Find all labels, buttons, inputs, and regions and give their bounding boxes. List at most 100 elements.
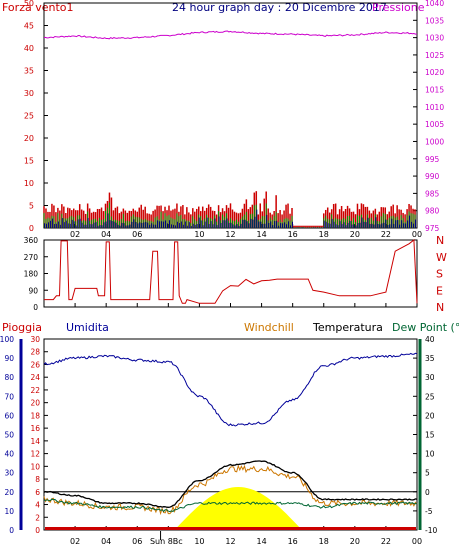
x-tick-label-bottom: 16 <box>288 537 298 546</box>
pressure-tick-label: 1025 <box>425 51 444 60</box>
wind-tick-label: 5 <box>29 202 34 211</box>
humidity-tick-label: 50 <box>4 431 14 440</box>
temp-tick-label: 30 <box>425 373 435 382</box>
compass-letter: N <box>436 234 444 247</box>
rain-tick-label: 24 <box>30 373 40 382</box>
x-tick-label-bottom: 12 <box>225 537 235 546</box>
rain-tick-label: 26 <box>30 360 40 369</box>
x-tick-label-bottom: 06 <box>132 537 142 546</box>
humidity-tick-label: 20 <box>4 488 14 497</box>
sun-label: Sun 8Bc <box>150 537 183 546</box>
rain-tick-label: 18 <box>30 411 40 420</box>
x-tick-label-top: 20 <box>350 230 360 239</box>
pressure-axis-title: Pressione <box>372 1 425 14</box>
wind-tick-label: 45 <box>24 22 34 31</box>
legend-windchill: Windchill <box>244 321 294 334</box>
legend-temperature: Temperatura <box>312 321 383 334</box>
pressure-tick-label: 985 <box>425 189 440 198</box>
compass-letter: N <box>436 301 444 314</box>
x-tick-label-top: 06 <box>132 230 142 239</box>
pressure-tick-label: 990 <box>425 172 440 181</box>
direction-tick-label: 0 <box>33 303 38 312</box>
pressure-tick-label: 980 <box>425 207 440 216</box>
temp-tick-label: 15 <box>425 431 435 440</box>
wind-tick-label: 0 <box>29 224 34 233</box>
wind-tick-label: 50 <box>24 0 34 8</box>
temp-tick-label: -10 <box>425 526 437 535</box>
pressure-tick-label: 975 <box>425 224 440 233</box>
pressure-tick-label: 1035 <box>425 16 444 25</box>
wind-tick-label: 10 <box>24 179 34 188</box>
x-tick-label-bottom: 22 <box>381 537 391 546</box>
x-tick-label-bottom: 20 <box>350 537 360 546</box>
humidity-tick-label: 60 <box>4 411 14 420</box>
humidity-tick-label: 80 <box>4 373 14 382</box>
x-tick-label-top: 18 <box>319 230 329 239</box>
rain-tick-label: 4 <box>35 501 40 510</box>
x-tick-label-top: 00 <box>412 230 422 239</box>
temp-tick-label: -5 <box>425 507 433 516</box>
panel-frame-top <box>43 2 418 229</box>
humidity-tick-label: 90 <box>4 354 14 363</box>
legend-dewpoint: Dew Point (°C <box>392 321 459 334</box>
legend-humidity: Umidita <box>66 321 109 334</box>
x-tick-label-top: 04 <box>101 230 111 239</box>
x-tick-label-top: 14 <box>256 230 266 239</box>
temp-tick-label: 25 <box>425 392 435 401</box>
rain-tick-label: 30 <box>30 335 40 344</box>
rain-tick-label: 22 <box>30 386 40 395</box>
direction-series-line <box>44 239 418 304</box>
pressure-tick-label: 995 <box>425 155 440 164</box>
chart-title: 24 hour graph day : 20 Dicembre 2017 <box>172 1 387 14</box>
temp-tick-label: 5 <box>425 469 430 478</box>
pressure-tick-label: 1015 <box>425 86 444 95</box>
temp-tick-label: 10 <box>425 450 435 459</box>
x-tick-label-top: 12 <box>225 230 235 239</box>
x-tick-label-bottom: 00 <box>412 537 422 546</box>
panel-frame-mid <box>43 239 418 308</box>
rain-tick-label: 0 <box>35 526 40 535</box>
legend-rain: Pioggia <box>2 321 42 334</box>
rain-series-bar <box>45 527 416 530</box>
temp-tick-label: 0 <box>425 488 430 497</box>
compass-letter: E <box>436 284 443 297</box>
wind-tick-label: 30 <box>24 89 34 98</box>
pressure-tick-label: 1010 <box>425 103 444 112</box>
rain-tick-label: 14 <box>30 437 40 446</box>
temp-tick-label: 40 <box>425 335 435 344</box>
direction-tick-label: 270 <box>24 253 39 262</box>
wind-tick-label: 25 <box>24 112 34 121</box>
temp-tick-label: 20 <box>425 411 435 420</box>
x-tick-label-bottom: 18 <box>319 537 329 546</box>
rain-tick-label: 28 <box>30 348 40 357</box>
rain-tick-label: 12 <box>30 450 40 459</box>
rain-tick-label: 8 <box>35 475 40 484</box>
pressure-tick-label: 1040 <box>425 0 444 8</box>
dewpoint-series-line <box>43 498 418 513</box>
sun-radiation-area <box>174 487 302 530</box>
wind-tick-label: 35 <box>24 67 34 76</box>
humidity-tick-label: 40 <box>4 450 14 459</box>
x-tick-label-bottom: 02 <box>70 537 80 546</box>
wind-axis-title: Forza vento1 <box>2 1 74 14</box>
temperature-series-line <box>43 460 418 508</box>
pressure-series-line <box>43 30 418 40</box>
direction-tick-label: 90 <box>28 286 38 295</box>
wind-bars <box>43 191 417 228</box>
humidity-tick-label: 0 <box>9 526 14 535</box>
humidity-tick-label: 30 <box>4 469 14 478</box>
x-tick-label-top: 02 <box>70 230 80 239</box>
rain-tick-label: 16 <box>30 424 40 433</box>
rain-tick-label: 10 <box>30 462 40 471</box>
pressure-tick-label: 1030 <box>425 34 444 43</box>
pressure-tick-label: 1020 <box>425 68 444 77</box>
x-tick-label-bottom: 10 <box>194 537 204 546</box>
x-tick-label-bottom: 14 <box>256 537 266 546</box>
humidity-tick-label: 100 <box>0 335 14 344</box>
humidity-series-line <box>43 352 418 427</box>
wind-tick-label: 40 <box>24 44 34 53</box>
direction-tick-label: 180 <box>24 270 39 279</box>
rain-tick-label: 2 <box>35 513 40 522</box>
rain-tick-label: 20 <box>30 399 40 408</box>
